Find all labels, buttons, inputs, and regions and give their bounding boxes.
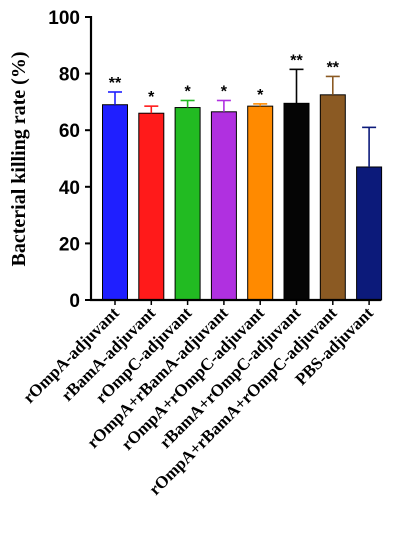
bar-group: ** <box>319 59 346 305</box>
bar <box>174 107 201 301</box>
y-tick-label: 100 <box>48 8 80 29</box>
axes <box>89 16 381 302</box>
bar <box>319 94 346 301</box>
significance-label: * <box>148 89 155 106</box>
significance-label: ** <box>109 75 122 92</box>
y-axis-title: Bacterial killing rate (%) <box>8 52 30 267</box>
bar-group: ** <box>283 52 310 305</box>
bar <box>247 105 274 301</box>
bar <box>283 102 310 301</box>
bar <box>102 104 128 301</box>
significance-label: ** <box>327 59 340 76</box>
significance-label: * <box>257 87 264 104</box>
y-tick-label: 40 <box>59 178 80 199</box>
y-tick-label: 0 <box>69 291 80 312</box>
bar-group <box>356 126 383 305</box>
significance-label: * <box>221 83 228 100</box>
category-labels: rOmpA-adjuvantrBamA-adjuvantrOmpC-adjuva… <box>19 303 377 499</box>
significance-label: * <box>184 83 191 100</box>
bar <box>356 166 383 301</box>
bar-group: * <box>174 83 201 305</box>
y-tick-label: 20 <box>59 234 80 255</box>
bar <box>210 111 237 301</box>
bar-group: * <box>138 89 165 305</box>
bar-group: ** <box>102 75 128 305</box>
bar <box>138 112 165 301</box>
y-tick-label: 60 <box>59 121 80 142</box>
y-ticks: 0 20 40 60 80 100 <box>48 8 91 312</box>
bars-layer: *** * * *** ** <box>102 52 383 305</box>
significance-label: ** <box>290 52 303 69</box>
bar-group: * <box>210 83 237 305</box>
bar-group: * <box>247 87 274 305</box>
y-tick-label: 80 <box>59 65 80 86</box>
